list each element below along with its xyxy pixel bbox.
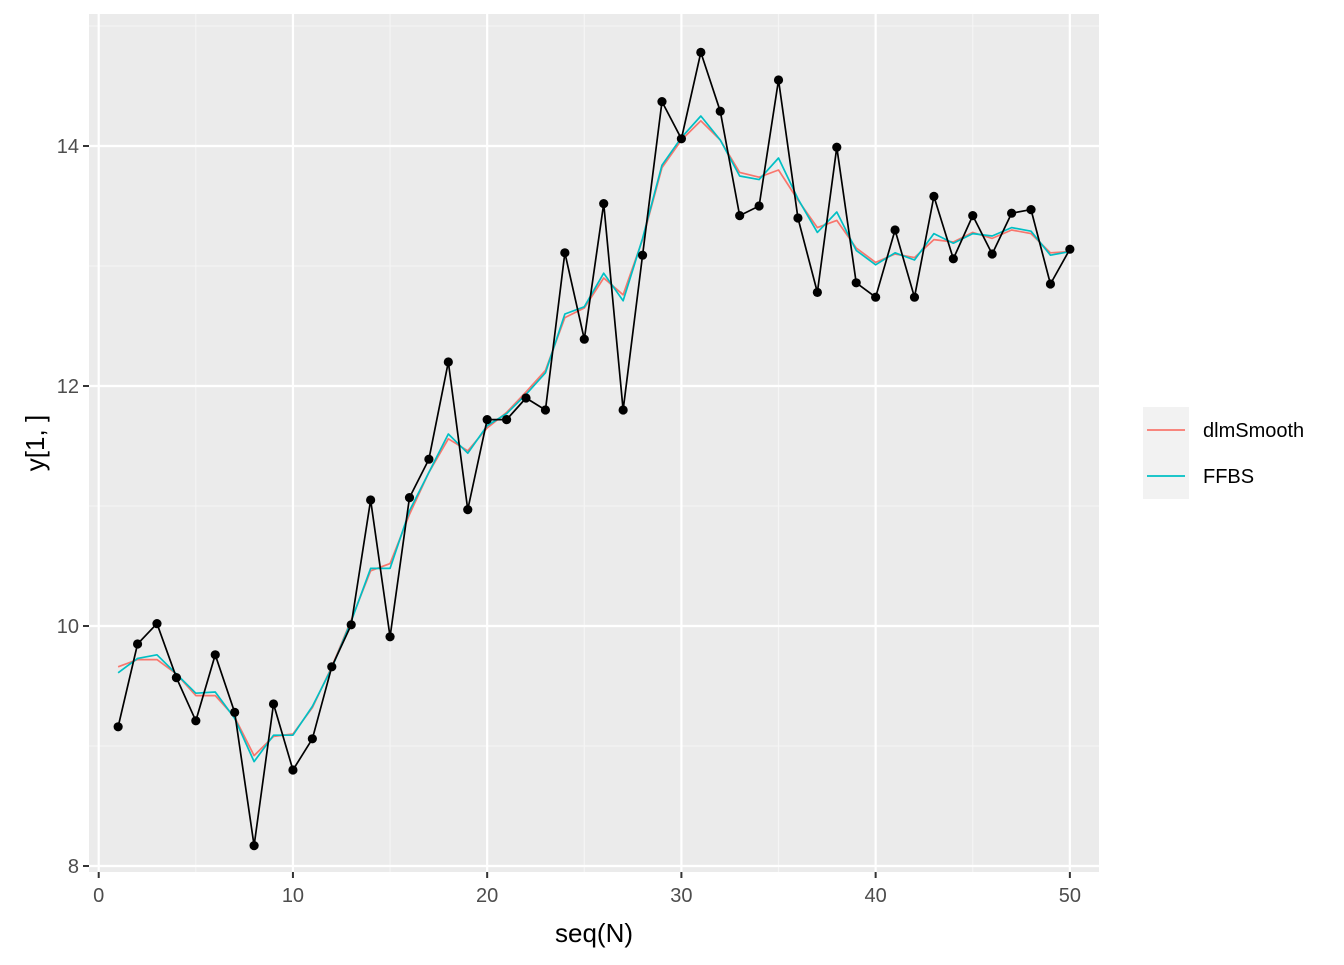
legend: dlmSmooth FFBS — [1143, 407, 1304, 499]
observed-point — [599, 199, 609, 209]
observed-point — [1006, 208, 1017, 218]
observed-point — [1045, 279, 1056, 289]
observed-point — [288, 765, 298, 775]
observed-point — [812, 287, 822, 297]
observed-point — [929, 191, 939, 201]
y-tick-label: 12 — [57, 376, 79, 398]
observed-point — [366, 495, 376, 505]
y-tick-label: 10 — [57, 616, 79, 638]
observed-point — [851, 278, 861, 288]
observed-point — [230, 707, 240, 718]
x-axis-title: seq(N) — [555, 918, 633, 948]
x-tick-label: 0 — [93, 885, 104, 907]
observed-point — [482, 415, 492, 425]
observed-point — [637, 250, 648, 260]
observed-point — [404, 493, 415, 503]
observed-point — [501, 415, 512, 425]
observed-point — [1065, 244, 1075, 254]
x-tick-label: 10 — [282, 885, 304, 907]
observed-point — [560, 248, 570, 258]
observed-point — [210, 650, 220, 660]
observed-point — [385, 632, 395, 642]
observed-point — [463, 505, 473, 515]
x-tick-label: 20 — [476, 885, 498, 907]
observed-point — [191, 716, 201, 726]
observed-point — [676, 134, 687, 144]
observed-line — [117, 51, 1071, 847]
observed-point — [540, 405, 551, 415]
observed-point — [618, 405, 628, 415]
observed-point — [443, 357, 453, 367]
observed-point — [793, 213, 803, 223]
observed-point — [152, 619, 162, 629]
x-tick-label: 40 — [865, 885, 887, 907]
observed-point — [113, 722, 123, 732]
legend-label-ffbs: FFBS — [1203, 466, 1254, 488]
y-axis: 8 10 12 14 — [57, 136, 89, 878]
observed-point — [579, 334, 589, 344]
x-axis: 0 10 20 30 40 50 — [93, 872, 1081, 907]
observed-point — [521, 393, 531, 403]
observed-point — [132, 639, 143, 649]
observed-point — [715, 106, 725, 116]
observed-point — [268, 699, 279, 709]
x-tick-label: 30 — [670, 885, 692, 907]
observed-layer — [113, 47, 1075, 851]
observed-point — [890, 225, 900, 235]
observed-point — [657, 97, 667, 107]
y-tick-label: 14 — [57, 136, 79, 158]
observed-point — [987, 249, 997, 259]
observed-point — [424, 454, 434, 464]
observed-point — [968, 211, 978, 221]
series-line-ffbs — [117, 115, 1071, 763]
observed-point — [696, 47, 706, 58]
legend-label-dlmsmooth: dlmSmooth — [1203, 420, 1304, 442]
observed-point — [171, 673, 182, 683]
observed-point — [327, 662, 337, 672]
y-axis-title: y[1, ] — [20, 415, 50, 471]
observed-point — [754, 201, 764, 211]
observed-point — [346, 620, 356, 630]
observed-point — [1026, 205, 1036, 215]
x-tick-label: 50 — [1059, 885, 1081, 907]
observed-point — [871, 292, 881, 302]
observed-point — [832, 142, 842, 152]
observed-point — [909, 292, 920, 302]
observed-point — [773, 75, 784, 85]
y-tick-label: 8 — [68, 856, 79, 878]
observed-point — [307, 734, 317, 744]
observed-point — [249, 841, 259, 851]
observed-point — [735, 211, 745, 221]
observed-point — [948, 254, 958, 264]
minor-gridlines — [89, 14, 1099, 872]
plot-panel — [89, 14, 1099, 872]
series-layer — [117, 115, 1071, 763]
major-gridlines — [89, 14, 1099, 872]
